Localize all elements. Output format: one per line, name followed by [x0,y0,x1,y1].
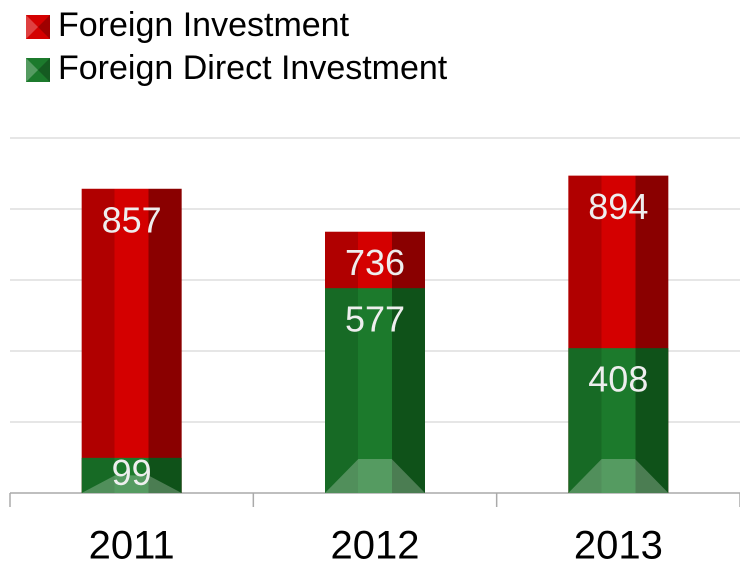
data-label: 857 [102,199,162,240]
bar [325,288,425,493]
legend-swatch-bevel [38,15,50,39]
legend-swatch [26,15,50,39]
bar [81,188,182,493]
bar-bevel [81,475,182,493]
legend-swatch-bevel [26,58,38,82]
x-tick-label: 2012 [331,524,420,563]
legend-swatch-bevel [38,58,50,82]
data-label: 408 [588,359,648,400]
bar-bevel [568,459,669,493]
data-label: 894 [588,186,648,227]
data-label: 577 [345,299,405,340]
x-tick-label: 2011 [89,524,175,563]
data-label: 99 [112,452,152,493]
bar-bevel [325,459,425,493]
legend-label: Foreign Direct Investment [58,49,448,87]
legend-swatch [26,58,50,82]
bar [568,348,669,493]
legend-swatch-bevel [26,15,38,39]
x-tick-label: 2013 [574,524,663,563]
data-label: 736 [345,242,405,283]
legend-label: Foreign Investment [58,6,350,44]
bar [81,457,182,493]
